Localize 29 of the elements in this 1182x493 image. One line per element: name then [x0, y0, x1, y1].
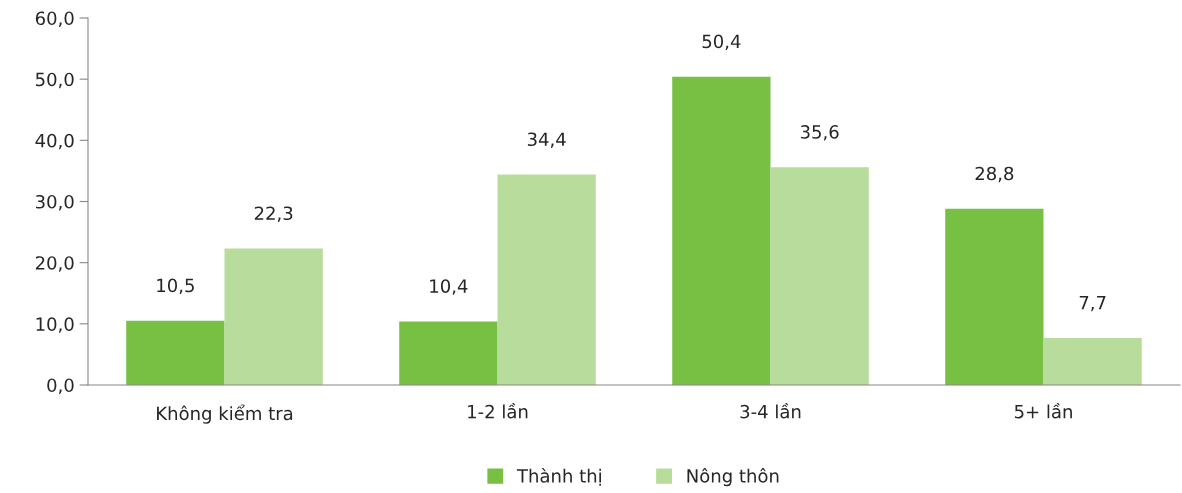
y-tick-label: 20,0 [35, 256, 74, 272]
data-label: 28,8 [975, 166, 1014, 183]
bar [399, 321, 498, 385]
legend-label: Nông thôn [687, 467, 779, 487]
bar [672, 76, 771, 385]
bar [497, 174, 596, 385]
y-tick-label: 40,0 [35, 133, 74, 150]
x-tick-label: 5+ lần [1014, 402, 1072, 419]
data-label: 7,7 [1079, 295, 1106, 312]
bar [1043, 337, 1142, 385]
x-tick-label: Không kiểm tra [157, 404, 293, 424]
data-label: 50,4 [702, 34, 741, 51]
y-tick-label: 50,0 [36, 72, 74, 89]
y-tick-label: 30,0 [35, 194, 74, 211]
bar [224, 248, 323, 385]
data-label: 22,3 [254, 206, 293, 222]
data-label: 34,4 [527, 132, 566, 148]
x-tick-label: 3-4 lần [740, 402, 801, 419]
data-label: 10,4 [430, 279, 468, 295]
bar [126, 320, 225, 385]
bar [770, 167, 869, 385]
y-tick-label: 0,0 [47, 378, 74, 394]
data-label: 35,6 [800, 125, 839, 141]
legend-label: Thành thị [516, 467, 601, 486]
x-tick-label: 1-2 lần [468, 402, 528, 419]
y-tick-label: 60,0 [35, 11, 74, 27]
bar [945, 208, 1044, 385]
data-label: 10,5 [157, 278, 194, 295]
y-tick-label: 10,0 [36, 317, 74, 333]
